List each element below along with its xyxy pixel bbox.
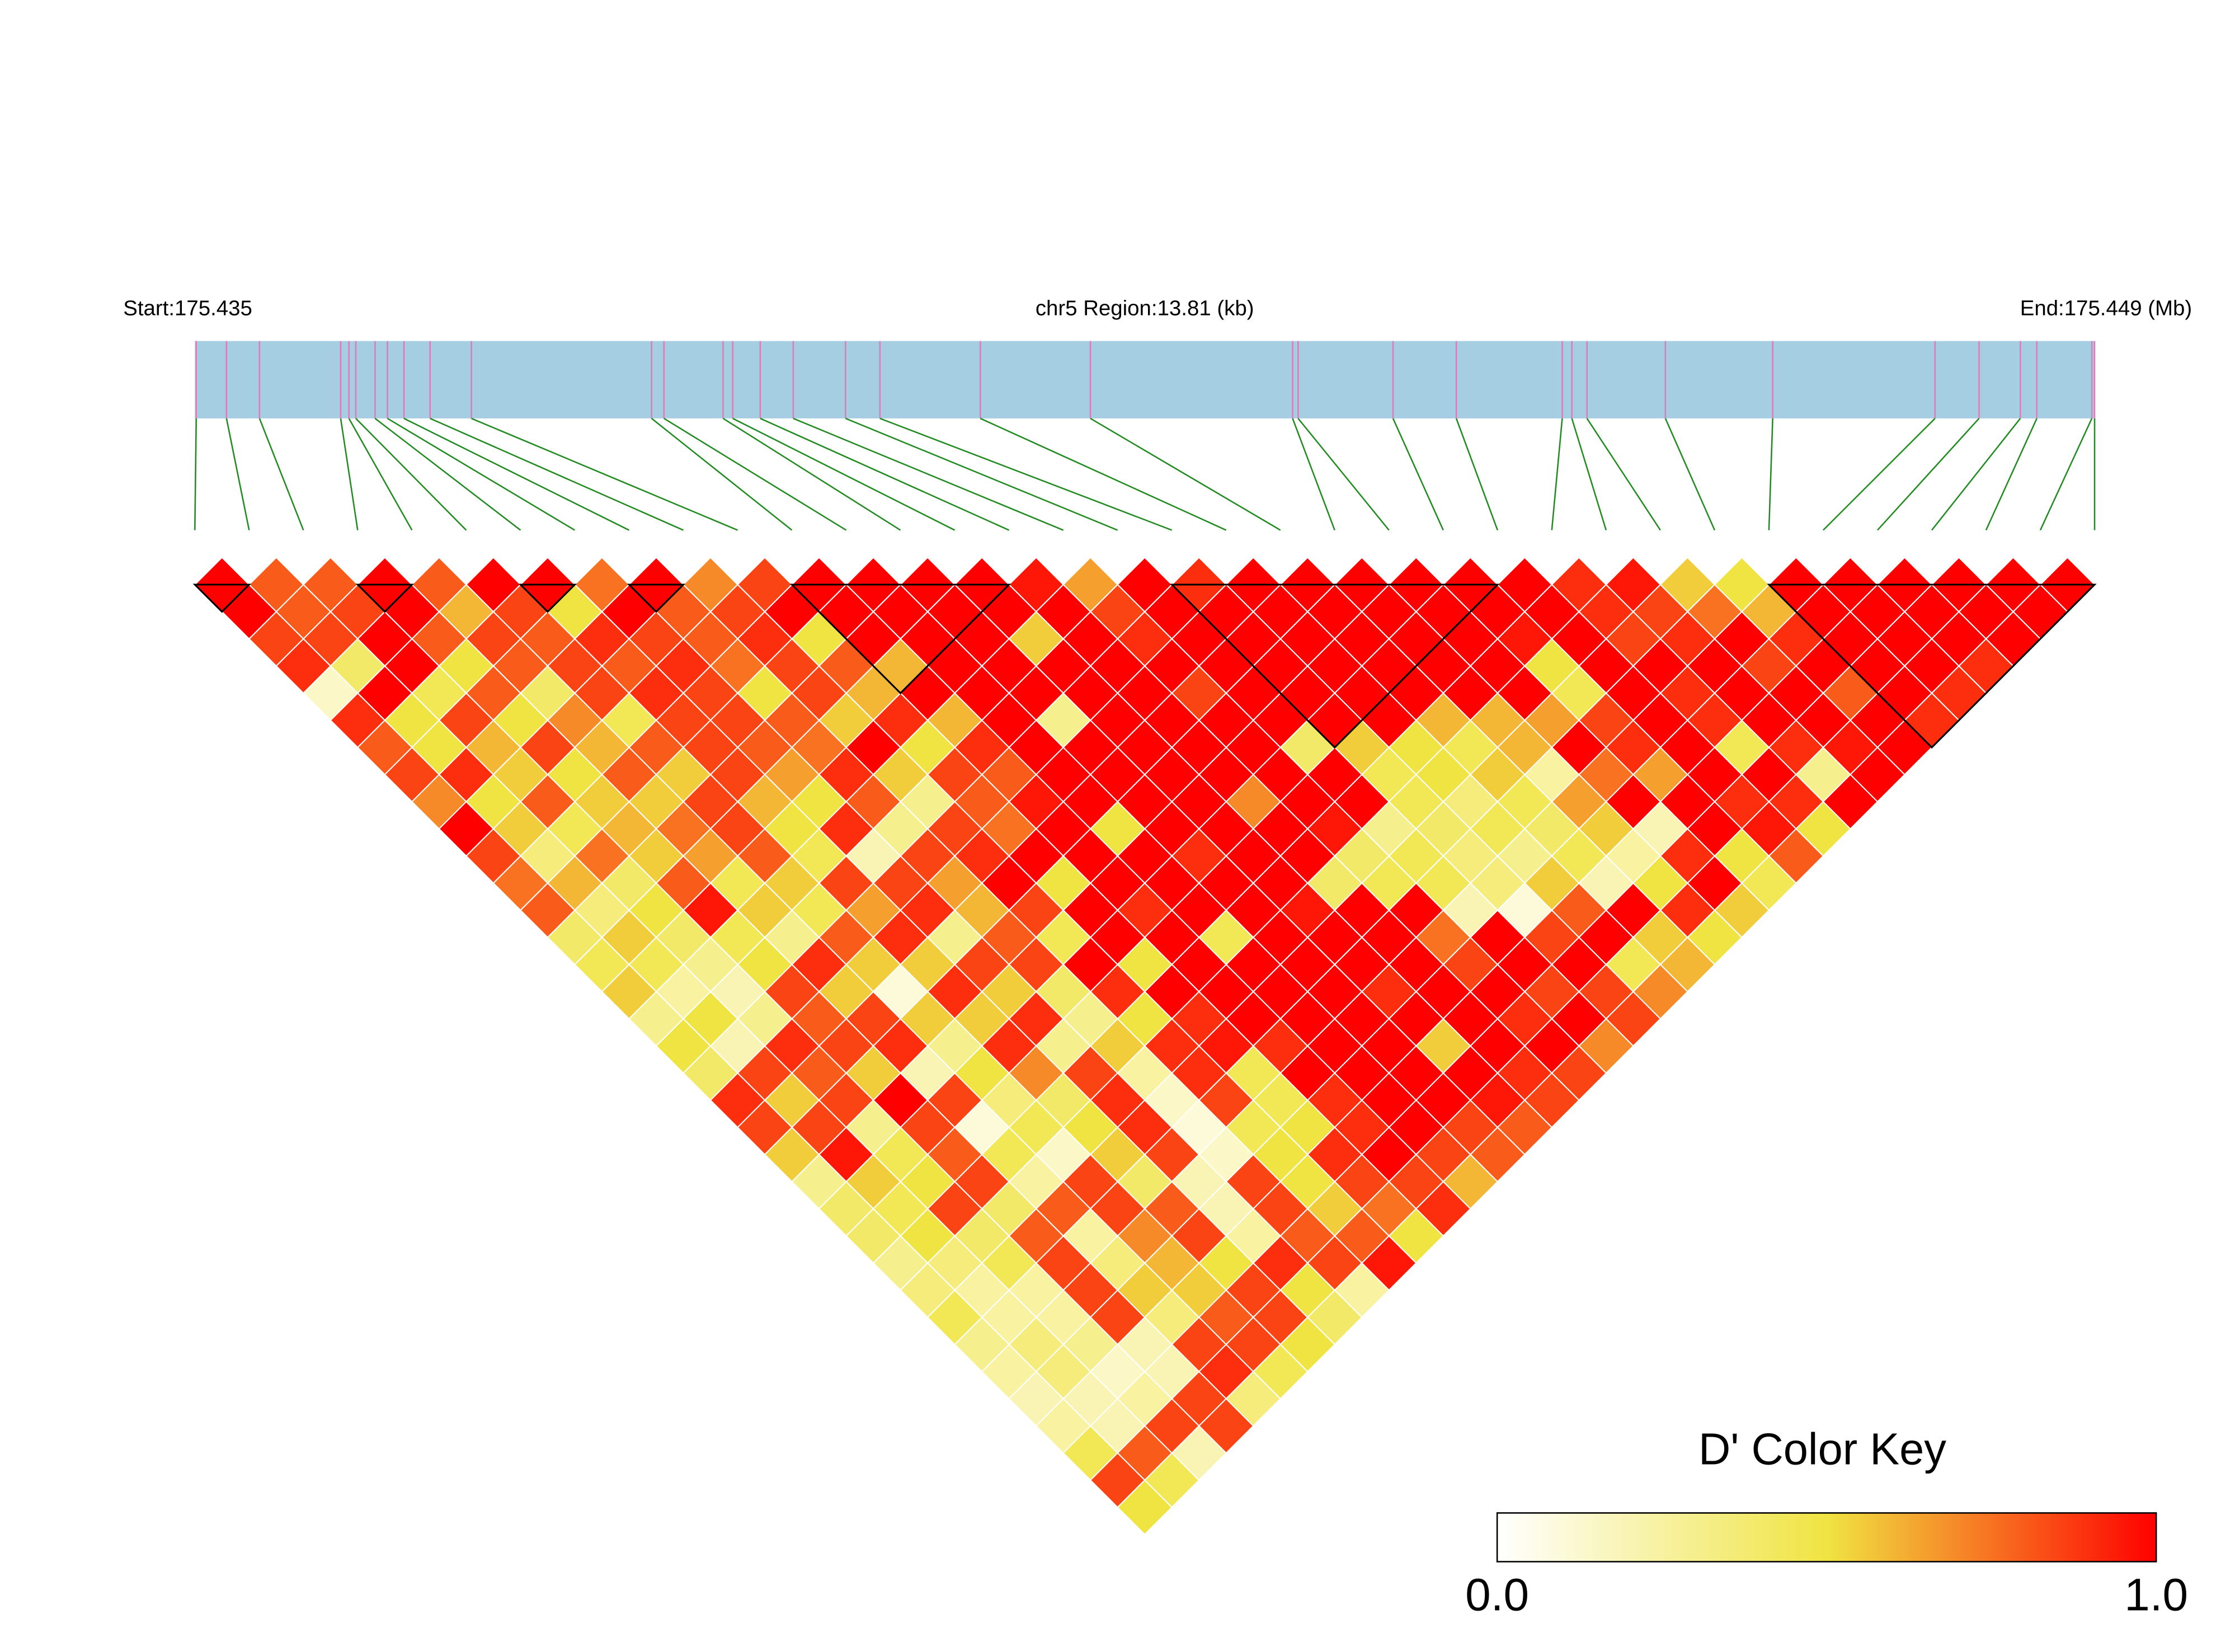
snp-link [258, 418, 304, 531]
snp-link [1090, 417, 1281, 531]
snp-link [387, 417, 576, 531]
snp-link [879, 417, 1173, 531]
ld-block [1169, 583, 1500, 749]
snp-link [1297, 418, 1390, 531]
snp-link [845, 417, 1118, 531]
snp-link [430, 417, 684, 531]
snp-link [355, 418, 467, 531]
snp-link [340, 418, 359, 530]
ld-cell [1117, 1479, 1173, 1536]
snp-link [980, 417, 1227, 531]
snp-link [2039, 418, 2093, 531]
snp-link [722, 417, 901, 531]
snp-link [374, 417, 521, 531]
colorbar-tick-label: 0.0 [1465, 1570, 1529, 1621]
colorbar-tick-label: 1.0 [2124, 1570, 2188, 1621]
colorbar [1496, 1512, 2157, 1562]
snp-link [1876, 418, 1980, 531]
region-label: chr5 Region:13.81 (kb) [1036, 296, 1254, 321]
region-bar [195, 341, 2095, 418]
snp-link [1768, 418, 1773, 530]
snp-link [1931, 418, 2021, 531]
snp-link [760, 417, 1010, 531]
ld-block [1767, 583, 2097, 749]
ld-block [518, 583, 577, 613]
snp-link [403, 417, 630, 531]
snp-link [1586, 418, 1661, 531]
end-label: End:175.449 (Mb) [2020, 296, 2192, 321]
snp-link [1985, 418, 2038, 531]
start-label: Start:175.435 [123, 296, 252, 321]
snp-link [1664, 418, 1716, 531]
colorbar-title: D' Color Key [1698, 1424, 1946, 1474]
ld-block [627, 583, 686, 613]
ld-cells [194, 557, 2096, 1536]
snp-link [471, 417, 738, 531]
snp-link [1571, 418, 1607, 531]
ld-block [192, 583, 252, 613]
snp-link [225, 418, 250, 530]
snp-link [1292, 418, 1335, 531]
snp-link [1392, 418, 1444, 531]
snp-link [1551, 418, 1563, 530]
snp-link [1823, 418, 1936, 531]
snp-link [348, 418, 413, 531]
snp-link [651, 417, 793, 531]
snp-link [664, 417, 847, 531]
ld-block [355, 583, 415, 613]
snp-link [194, 418, 197, 530]
snp-link [732, 417, 956, 531]
snp-link [793, 417, 1064, 531]
ld-block [789, 583, 1011, 695]
snp-link [1455, 418, 1498, 531]
